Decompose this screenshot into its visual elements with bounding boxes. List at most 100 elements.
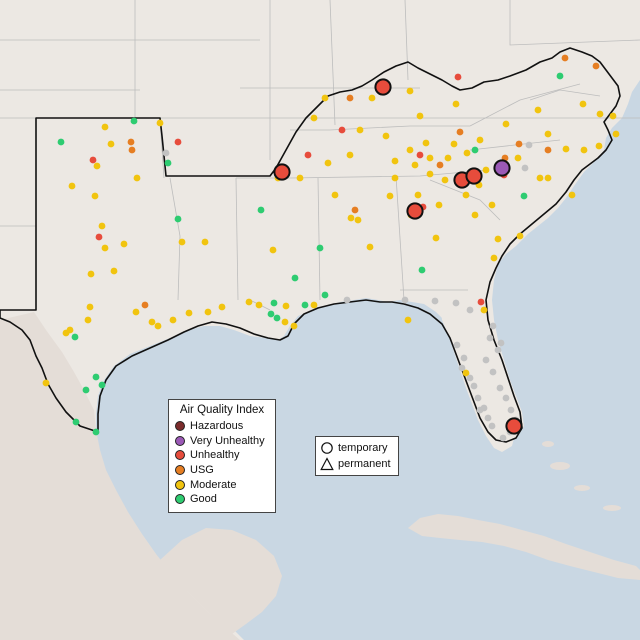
monitor-point [460, 354, 468, 362]
monitor-point [366, 243, 374, 251]
monitor-point [304, 151, 312, 159]
monitor-point [89, 156, 97, 164]
monitor-point [282, 302, 290, 310]
good-swatch-icon [175, 494, 185, 505]
legend-item-usg: USG [175, 463, 269, 478]
monitor-point [462, 191, 470, 199]
legend-title: Air Quality Index [179, 404, 265, 416]
monitor-point [257, 206, 265, 214]
monitor-point [92, 373, 100, 381]
monitor-point [356, 126, 364, 134]
monitor-point [338, 126, 346, 134]
monitor-point [98, 222, 106, 230]
monitor-point [133, 174, 141, 182]
monitor-point [474, 394, 482, 402]
monitor-point [561, 54, 569, 62]
monitor-point [128, 146, 136, 154]
monitor-point-large [374, 78, 392, 96]
monitor-point-large [273, 163, 291, 181]
land-yucatan [160, 528, 282, 634]
monitor-point [534, 106, 542, 114]
monitor-point [386, 192, 394, 200]
monitor-point [346, 94, 354, 102]
monitor-point [432, 234, 440, 242]
legend-item-hazardous: Hazardous [175, 419, 269, 434]
monitor-point [418, 266, 426, 274]
legend-label-hazardous: Hazardous [190, 420, 244, 433]
monitor-point [406, 146, 414, 154]
legend-label-permanent: permanent [338, 458, 391, 470]
monitor-point [499, 434, 507, 442]
monitor-point [489, 368, 497, 376]
monitor-point [452, 100, 460, 108]
monitor-point [343, 296, 351, 304]
monitor-point [515, 140, 523, 148]
monitor-point [324, 159, 332, 167]
monitor-point [110, 267, 118, 275]
monitor-point [91, 192, 99, 200]
monitor-point [450, 140, 458, 148]
monitor-point [72, 418, 80, 426]
monitor-point [426, 170, 434, 178]
monitor-point [466, 374, 474, 382]
monitor-point [204, 308, 212, 316]
monitor-point [496, 384, 504, 392]
monitor-point [201, 238, 209, 246]
monitor-point [141, 301, 149, 309]
monitor-point [414, 191, 422, 199]
legend-item-permanent: permanent [320, 456, 394, 472]
monitor-point [521, 164, 529, 172]
monitor-point [514, 154, 522, 162]
monitor-point [609, 112, 617, 120]
triangle-icon [320, 457, 334, 471]
monitor-point [502, 394, 510, 402]
monitor-point [351, 206, 359, 214]
monitor-point [480, 404, 488, 412]
monitor-point [107, 140, 115, 148]
monitor-point [494, 235, 502, 243]
monitor-point [422, 139, 430, 147]
monitor-point [347, 214, 355, 222]
monitor-point [477, 298, 485, 306]
monitor-point [101, 123, 109, 131]
monitor-point [544, 146, 552, 154]
monitor-point [471, 146, 479, 154]
monitor-point [185, 309, 193, 317]
monitor-point [174, 215, 182, 223]
monitor-point [331, 191, 339, 199]
monitor-point [579, 100, 587, 108]
monitor-point [488, 201, 496, 209]
monitor-point [490, 254, 498, 262]
legend-label-good: Good [190, 493, 217, 506]
monitor-point [290, 322, 298, 330]
legend-label-temporary: temporary [338, 442, 388, 454]
monitor-point [86, 303, 94, 311]
land-island [550, 462, 570, 470]
monitor-point-large [406, 202, 424, 220]
monitor-point [482, 166, 490, 174]
monitor-point [426, 154, 434, 162]
monitor-point [436, 161, 444, 169]
legend-item-moderate: Moderate [175, 477, 269, 492]
monitor-point [382, 132, 390, 140]
monitor-point [411, 161, 419, 169]
legend-item-good: Good [175, 492, 269, 507]
monitor-point [291, 274, 299, 282]
monitor-point [87, 270, 95, 278]
circle-icon [321, 442, 333, 454]
monitor-point [321, 291, 329, 299]
monitor-point [580, 146, 588, 154]
monitor-point [441, 176, 449, 184]
monitor-point [321, 94, 329, 102]
monitor-point [401, 296, 409, 304]
moderate-swatch-icon [175, 479, 185, 490]
monitor-point [127, 138, 135, 146]
monitor-point-large [493, 159, 511, 177]
land-cuba [408, 514, 640, 580]
monitor-point [480, 306, 488, 314]
monitor-point [154, 322, 162, 330]
very-unhealthy-swatch-icon [175, 435, 185, 446]
legend-item-temporary: temporary [320, 440, 394, 456]
